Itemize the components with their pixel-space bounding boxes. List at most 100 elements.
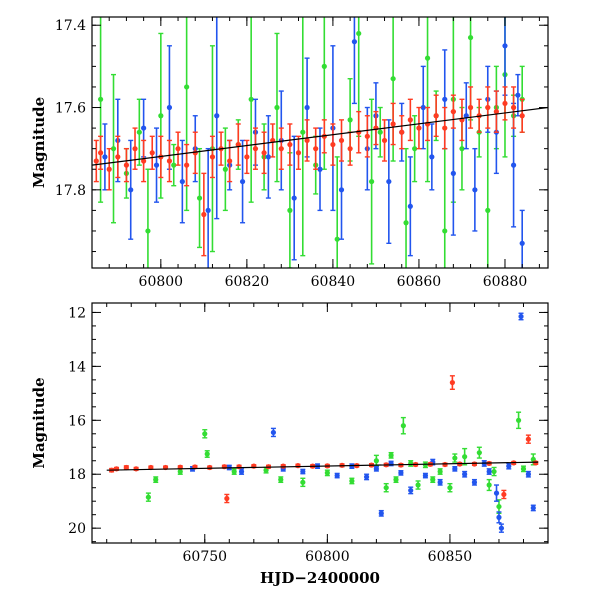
data-point [280, 463, 286, 469]
data-point [491, 468, 497, 475]
data-point [386, 178, 392, 185]
data-point [153, 162, 160, 168]
data-point [378, 510, 384, 516]
data-point [158, 113, 164, 119]
data-point [171, 162, 177, 168]
data-point [430, 477, 436, 483]
error-bar [425, 17, 431, 183]
data-point [408, 460, 414, 467]
data-point [476, 450, 482, 456]
data-point [388, 452, 394, 458]
data-point [113, 466, 120, 472]
x-tick-label: 60750 [183, 549, 228, 565]
data-point [300, 468, 306, 475]
data-point [291, 195, 297, 201]
data-point [447, 485, 453, 491]
data-point [166, 104, 173, 111]
data-point [224, 495, 230, 502]
data-point [270, 429, 277, 436]
data-point [278, 146, 284, 152]
data-point [450, 109, 456, 115]
data-point [166, 158, 173, 164]
data-point [433, 113, 439, 119]
data-point [261, 150, 267, 156]
series-1 [189, 312, 536, 533]
data-point [459, 146, 465, 152]
data-point [321, 63, 327, 69]
data-point [334, 472, 340, 479]
data-point [383, 485, 389, 491]
data-point [424, 55, 431, 61]
data-point [205, 207, 211, 213]
data-point [207, 464, 213, 471]
data-point [338, 187, 345, 193]
data-point [515, 417, 522, 423]
data-point [450, 170, 456, 176]
data-point [463, 113, 469, 119]
data-point [274, 104, 280, 111]
data-point [334, 236, 340, 242]
data-point [515, 92, 521, 98]
trend-line [106, 461, 539, 471]
data-point [347, 146, 353, 152]
plot-area [106, 312, 539, 533]
data-point [501, 491, 507, 498]
x-tick-label: 60860 [397, 274, 442, 290]
data-point [399, 129, 405, 135]
y-tick-label: 14 [68, 359, 86, 375]
data-point [381, 137, 388, 144]
axes-frame [91, 302, 549, 544]
x-axis-label: HJD−2400000 [260, 569, 380, 587]
data-point [209, 154, 216, 160]
data-point [347, 117, 353, 123]
x-tick-label: 60880 [483, 274, 528, 290]
y-tick-label: 20 [68, 521, 86, 537]
x-tick-label: 60800 [139, 274, 184, 290]
data-point [132, 146, 138, 152]
data-point [437, 468, 443, 475]
data-point [420, 104, 426, 111]
data-point [472, 187, 478, 193]
data-point [437, 479, 443, 485]
data-point [202, 431, 208, 437]
data-point [412, 146, 418, 152]
series-0 [145, 411, 536, 515]
data-point [485, 104, 491, 111]
data-point [496, 514, 502, 520]
data-point [238, 468, 245, 475]
data-point [278, 477, 284, 483]
data-point [201, 211, 207, 218]
data-point [493, 490, 500, 496]
data-point [115, 154, 121, 160]
data-point [300, 479, 306, 485]
data-point [377, 129, 383, 135]
data-point [287, 207, 293, 213]
data-point [304, 137, 310, 144]
data-point [141, 158, 147, 164]
y-tick-label: 17.8 [55, 183, 86, 199]
data-point [398, 470, 404, 476]
data-point [123, 162, 130, 168]
data-point [133, 466, 139, 472]
data-point [471, 461, 478, 467]
data-point [313, 146, 319, 152]
data-point [525, 436, 531, 442]
data-point [449, 379, 455, 386]
y-axis-label: Magnitude [30, 377, 48, 468]
data-point [429, 154, 435, 160]
data-point [153, 477, 159, 483]
data-point [128, 187, 134, 193]
y-tick-label: 16 [68, 413, 86, 429]
data-point [175, 146, 181, 152]
x-tick-label: 60820 [225, 274, 270, 290]
data-point [407, 117, 413, 123]
data-point [356, 30, 362, 37]
data-point [110, 146, 117, 152]
data-point [486, 468, 492, 475]
data-point [452, 466, 458, 472]
axes-frame [91, 16, 549, 269]
data-point [244, 154, 250, 160]
data-point [304, 104, 310, 111]
data-point [390, 76, 396, 82]
